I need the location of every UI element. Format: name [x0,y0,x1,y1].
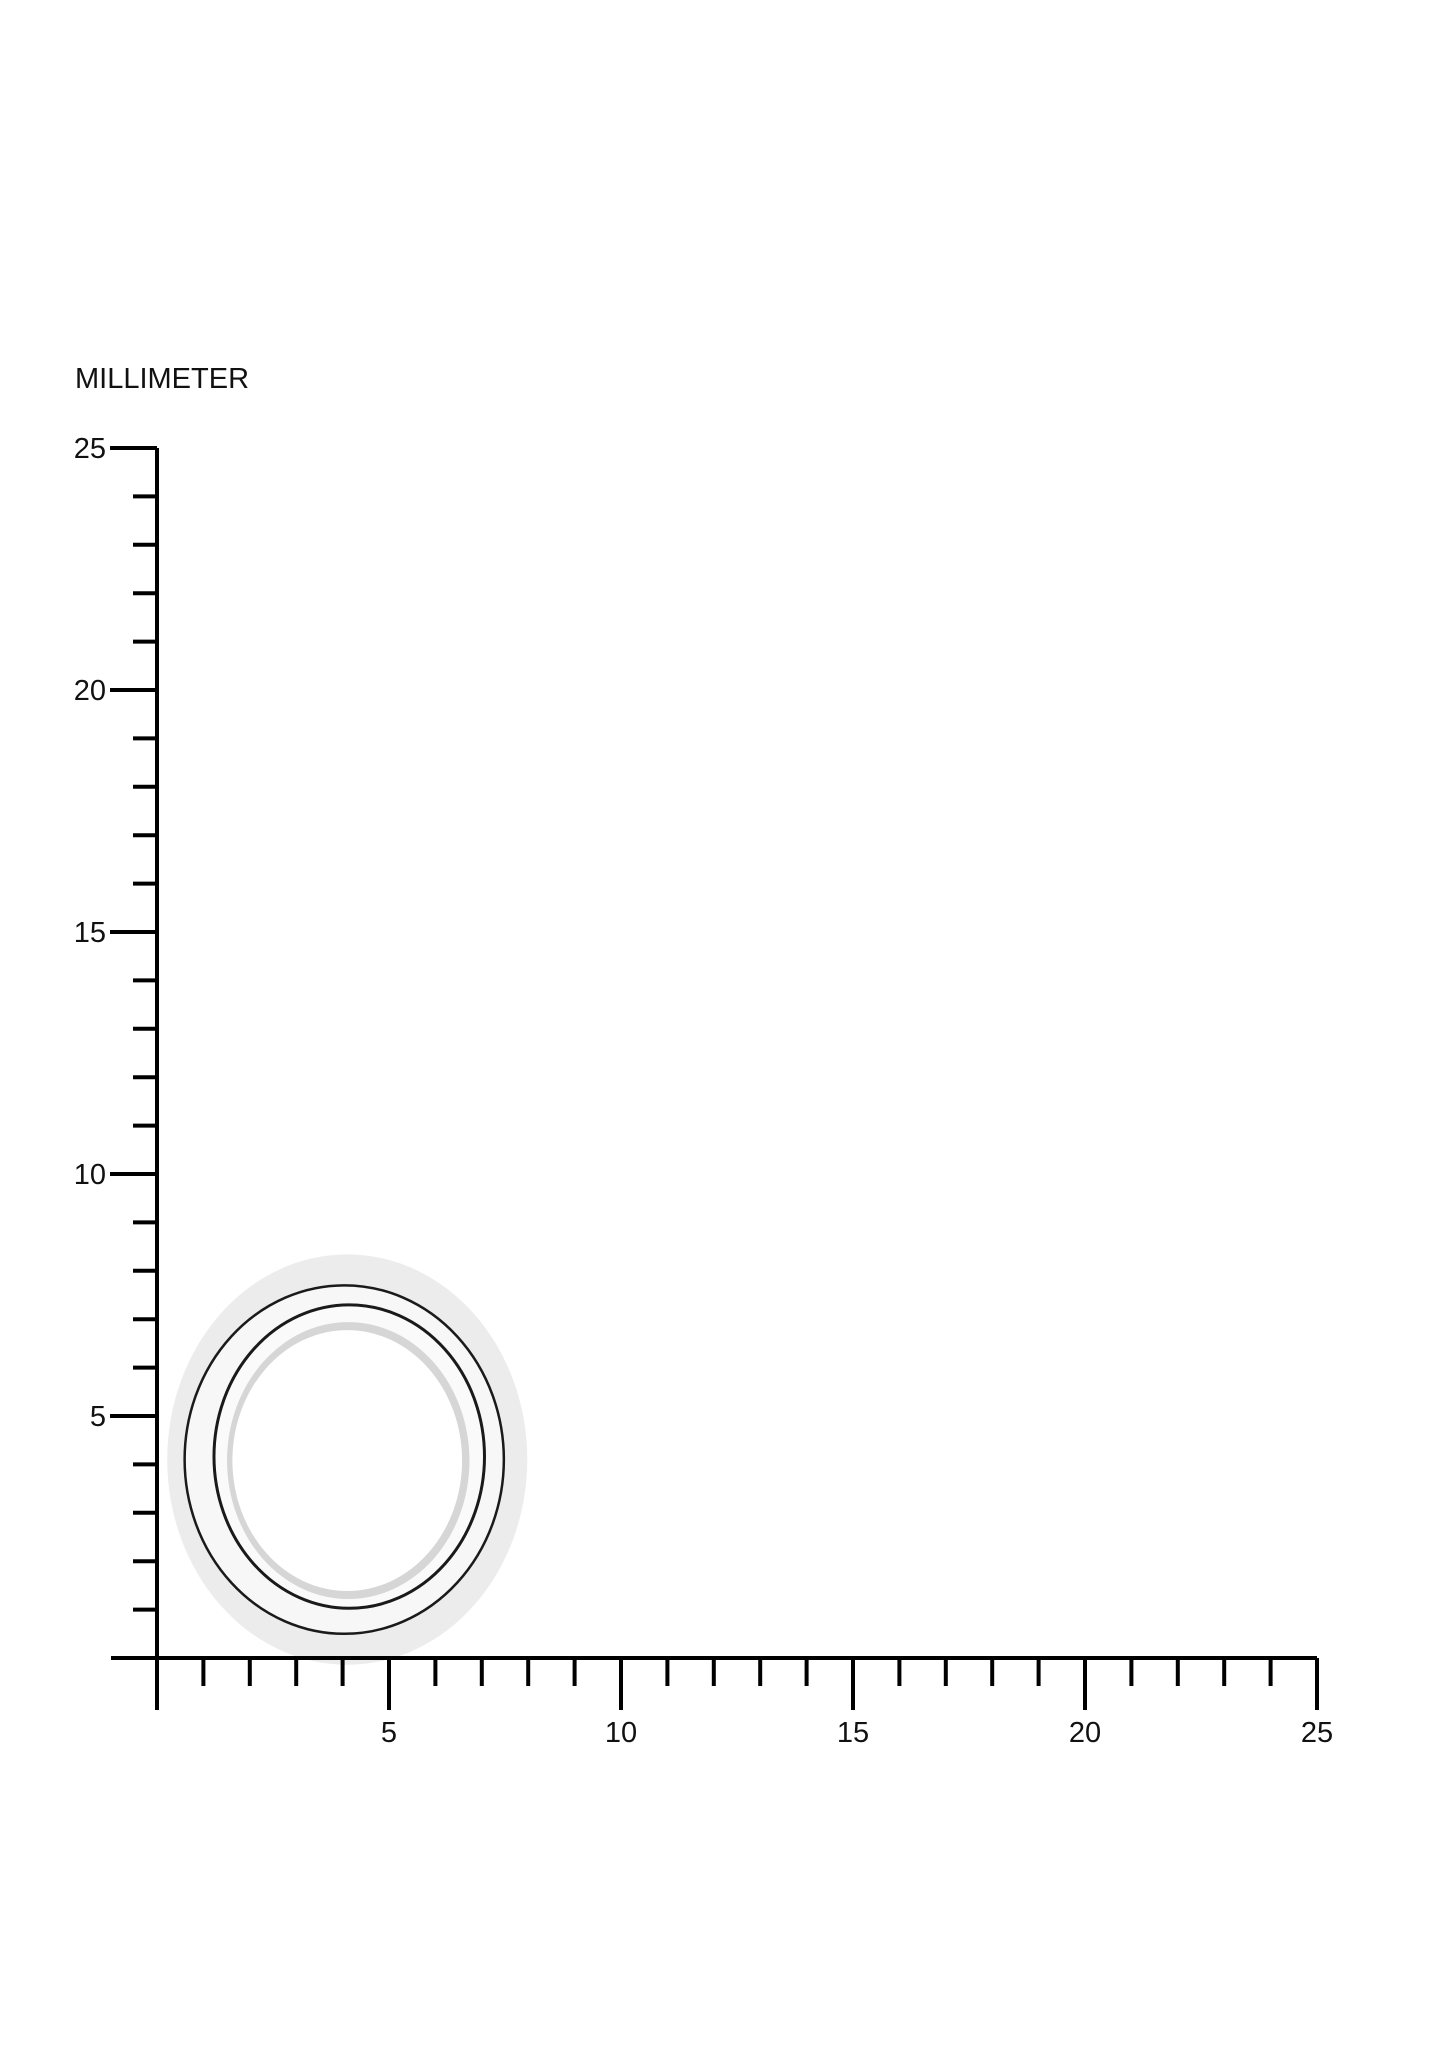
x-tick-label: 25 [1301,1717,1333,1749]
y-tick-label: 15 [74,917,106,949]
y-tick-label: 5 [90,1401,106,1433]
axes: 5 10 15 20 25 5 10 15 20 25 [74,433,1333,1749]
y-tick-label: 20 [74,675,106,707]
unit-label: MILLIMETER [75,363,249,395]
x-tick-label: 10 [605,1717,637,1749]
x-tick-label: 5 [381,1717,397,1749]
y-tick-label: 10 [74,1159,106,1191]
ring-image [167,1254,528,1665]
ring-hole [232,1330,463,1591]
x-tick-label: 20 [1069,1717,1101,1749]
y-tick-label: 25 [74,433,106,465]
x-tick-label: 15 [837,1717,869,1749]
